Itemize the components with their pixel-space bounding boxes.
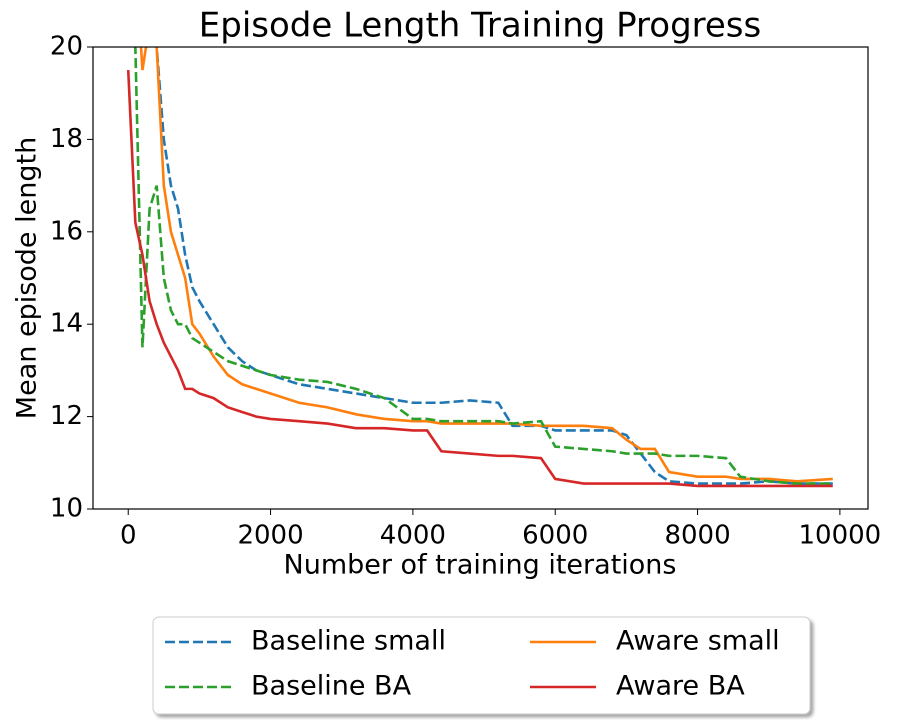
legend-label: Aware BA <box>616 671 745 702</box>
x-tick-label: 6000 <box>522 521 588 551</box>
chart-title: Episode Length Training Progress <box>199 6 761 46</box>
x-tick-label: 10000 <box>799 521 882 551</box>
legend-label: Baseline BA <box>251 671 412 702</box>
series-line <box>134 47 833 485</box>
series-line <box>155 47 833 485</box>
y-tick-label: 10 <box>50 494 83 524</box>
y-tick-label: 18 <box>50 124 83 154</box>
series-line <box>126 70 833 488</box>
y-tick-label: 12 <box>50 401 83 431</box>
plot-lines <box>126 47 833 488</box>
legend-label: Aware small <box>616 626 780 657</box>
legend-label: Baseline small <box>251 626 446 657</box>
y-tick-label: 16 <box>50 216 83 246</box>
x-tick-label: 0 <box>120 521 137 551</box>
y-tick-label: 20 <box>50 32 83 62</box>
plot-frame <box>92 46 869 510</box>
x-tick-label: 4000 <box>380 521 446 551</box>
y-tick-label: 14 <box>50 309 83 339</box>
series-line <box>139 47 833 483</box>
x-axis-label: Number of training iterations <box>284 550 677 581</box>
x-tick-label: 2000 <box>237 521 303 551</box>
y-axis-label: Mean episode length <box>12 137 43 419</box>
legend-box <box>152 616 811 715</box>
x-tick-label: 8000 <box>664 521 730 551</box>
